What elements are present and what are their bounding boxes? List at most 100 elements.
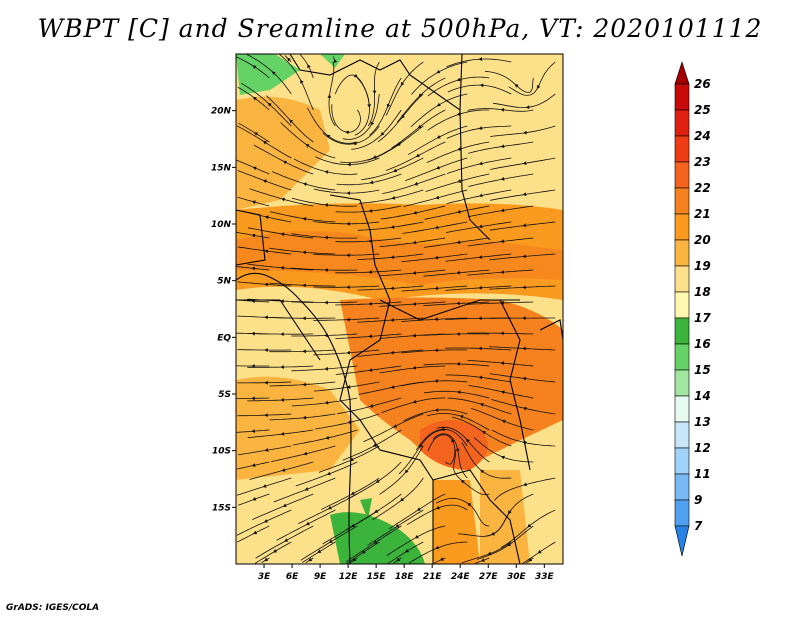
streamline-arrow-22 bbox=[300, 79, 304, 84]
streamline-98 bbox=[237, 281, 292, 287]
streamline-95 bbox=[379, 269, 446, 277]
streamline-108 bbox=[335, 301, 402, 306]
streamline-36 bbox=[266, 95, 314, 143]
streamline-25 bbox=[391, 109, 446, 149]
streamline-139 bbox=[467, 360, 534, 367]
streamline-185 bbox=[372, 477, 424, 520]
streamline-arrow-28 bbox=[267, 102, 272, 107]
streamline-193 bbox=[388, 493, 446, 530]
streamline-arrow-149 bbox=[324, 400, 329, 405]
streamline-arrow-145 bbox=[478, 375, 483, 380]
streamline-arrow-57 bbox=[302, 182, 307, 187]
streamline-arrow-117 bbox=[478, 316, 482, 321]
streamline-arrow-35 bbox=[254, 132, 259, 136]
streamline-arrow-93 bbox=[324, 268, 328, 272]
streamline-146 bbox=[489, 373, 556, 383]
wbpt-zone-southeast-east bbox=[480, 470, 530, 564]
streamline-arrow-65 bbox=[324, 203, 329, 207]
streamline-arrow-59 bbox=[391, 196, 396, 200]
streamline-arrow-147 bbox=[251, 396, 255, 401]
streamline-arrow-138 bbox=[456, 362, 460, 366]
streamline-arrow-214 bbox=[435, 545, 440, 550]
streamline-arrow-21 bbox=[252, 96, 257, 101]
streamline-arrow-107 bbox=[324, 300, 328, 305]
colorbar-label-6: 20 bbox=[694, 233, 711, 247]
streamline-arrow-212 bbox=[361, 549, 366, 554]
x-tick-label-0: 3E bbox=[258, 572, 271, 582]
streamline-74 bbox=[402, 221, 468, 234]
streamline-124 bbox=[423, 333, 490, 336]
colorbar: 26 25 24 23 22 21 20 19 18 17 16 15 14 13 12 11 9 7 bbox=[674, 61, 711, 557]
streamline-arrow-194 bbox=[460, 479, 465, 484]
streamline-arrow-185 bbox=[400, 497, 405, 502]
streamline-arrow-125 bbox=[500, 331, 504, 336]
streamline-arrow-142 bbox=[346, 385, 351, 389]
streamline-179 bbox=[427, 434, 456, 465]
streamline-arrow-98 bbox=[264, 282, 268, 287]
streamline-arrow-113 bbox=[302, 316, 306, 321]
streamline-19 bbox=[447, 84, 512, 95]
streamline-arrow-51 bbox=[324, 170, 329, 174]
streamline-85 bbox=[269, 247, 336, 255]
streamline-arrow-34 bbox=[523, 130, 527, 135]
streamline-arrow-110 bbox=[456, 301, 460, 306]
streamline-arrow-104 bbox=[522, 285, 526, 290]
streamline-arrow-134 bbox=[280, 365, 284, 369]
streamline-172 bbox=[415, 428, 468, 451]
streamline-142 bbox=[313, 381, 380, 392]
streamline-arrow-17 bbox=[401, 114, 405, 119]
streamline-163 bbox=[292, 429, 358, 446]
streamline-arrow-42 bbox=[262, 140, 267, 145]
y-tick-label-2: 10N bbox=[211, 220, 232, 230]
y-tick-label-4: EQ bbox=[217, 333, 231, 343]
y-tick-label-7: 15S bbox=[212, 503, 231, 513]
colorbar-label-12: 14 bbox=[694, 389, 711, 403]
streamline-arrow-95 bbox=[412, 271, 417, 275]
streamline-135 bbox=[291, 365, 358, 372]
streamline-arrow-135 bbox=[324, 366, 329, 371]
streamline-72 bbox=[313, 221, 380, 225]
streamline-arrow-175 bbox=[251, 463, 256, 467]
streamline-arrow-49 bbox=[252, 166, 257, 171]
streamline-arrow-8 bbox=[307, 64, 311, 69]
streamline-40 bbox=[426, 141, 490, 163]
streamline-arrow-25 bbox=[417, 124, 422, 129]
streamline-121 bbox=[291, 333, 358, 337]
streamline-arrow-132 bbox=[522, 346, 526, 351]
streamline-arrow-115 bbox=[390, 318, 394, 322]
streamline-58 bbox=[313, 188, 380, 194]
streamline-arrow-223 bbox=[528, 557, 533, 562]
streamline-arrow-37 bbox=[326, 134, 331, 139]
colorbar-label-3: 23 bbox=[694, 155, 711, 169]
streamline-arrow-114 bbox=[346, 317, 350, 322]
streamline-arrow-40 bbox=[457, 147, 462, 151]
streamline-87 bbox=[357, 253, 424, 260]
colorbar-label-1: 25 bbox=[694, 103, 711, 117]
streamline-arrow-56 bbox=[262, 179, 267, 184]
streamline-arrow-162 bbox=[280, 431, 285, 436]
streamline-197 bbox=[276, 509, 336, 541]
x-tick-label-10: 33E bbox=[535, 572, 555, 582]
streamline-arrow-69 bbox=[500, 208, 505, 213]
streamline-28 bbox=[241, 82, 292, 127]
streamline-162 bbox=[247, 429, 314, 439]
streamline-64 bbox=[249, 188, 314, 207]
streamline-arrow-88 bbox=[434, 255, 439, 260]
streamline-24 bbox=[351, 109, 402, 150]
streamline-arrow-66 bbox=[368, 208, 373, 213]
streamline-17 bbox=[377, 93, 424, 143]
streamline-arrow-171 bbox=[404, 469, 409, 474]
streamline-arrow-220 bbox=[396, 557, 401, 562]
streamline-168 bbox=[237, 445, 292, 456]
streamline-arrow-79 bbox=[324, 235, 328, 240]
streamline-183 bbox=[273, 477, 336, 503]
streamline-arrow-39 bbox=[415, 153, 420, 157]
streamline-144 bbox=[401, 380, 468, 387]
streamline-arrow-123 bbox=[412, 333, 416, 338]
streamline-arrow-68 bbox=[456, 209, 461, 214]
streamline-arrow-50 bbox=[282, 160, 287, 165]
streamline-arrow-215 bbox=[487, 551, 492, 556]
streamline-110 bbox=[423, 301, 490, 307]
streamline-180 bbox=[436, 426, 490, 463]
